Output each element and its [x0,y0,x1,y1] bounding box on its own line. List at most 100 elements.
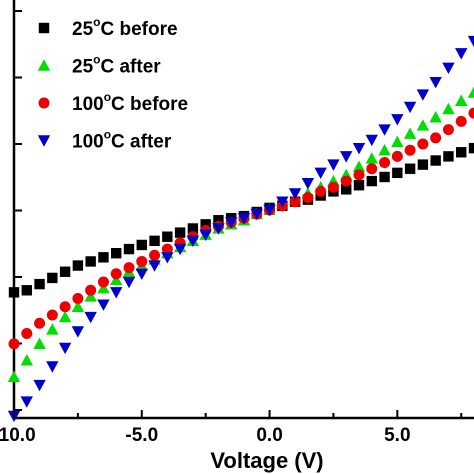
data-point [404,128,416,139]
data-point [110,287,122,298]
data-point [456,116,467,127]
data-point [367,176,377,186]
data-point [123,277,135,288]
data-point [468,36,474,47]
data-point [59,311,71,322]
legend-label: 25oC before [72,15,178,40]
data-point [455,95,467,106]
data-point [378,144,390,155]
data-point [379,157,390,168]
data-point [328,182,339,193]
data-point [354,169,365,180]
data-point [353,143,365,154]
data-point [469,108,474,119]
data-point [9,287,19,297]
data-point [98,277,109,288]
x-tick-label: -10.0 [0,425,36,446]
data-point [85,256,95,266]
data-point [354,180,364,190]
legend: 25oC before 25oC after 100oC before 100oC a… [38,15,188,153]
data-point [391,114,403,125]
legend-label: 25oC after [72,53,161,78]
x-tick-label: 5.0 [384,425,410,446]
data-point [429,111,441,122]
data-point [442,103,454,114]
data-point [417,139,428,150]
data-point [455,48,467,59]
data-point [85,285,96,296]
data-point [162,232,172,242]
data-point [468,86,474,97]
data-point [392,151,403,162]
data-point [148,260,160,271]
data-point [72,293,83,304]
data-point [59,343,71,354]
data-point [8,371,20,382]
data-point [149,250,160,261]
data-point [417,119,429,130]
data-point [33,380,45,391]
data-point [46,361,58,372]
data-point [341,176,352,187]
data-point [417,89,429,100]
data-point [136,269,148,280]
x-axis-ticks: -10.0 -5.0 0.0 5.0 [0,410,461,446]
data-point [366,135,378,146]
data-point [340,151,352,162]
data-point [314,168,326,179]
data-point [302,192,313,203]
data-point [327,159,339,170]
data-point [73,260,83,270]
legend-item: 100oC after [38,128,172,153]
data-point [302,178,314,189]
data-point [442,63,454,74]
data-point [315,186,326,197]
data-point [391,136,403,147]
data-point [443,124,454,135]
data-point [47,310,58,321]
data-point [430,132,441,143]
data-point [124,262,135,273]
data-point [98,252,108,262]
data-point [34,279,44,289]
legend-item: 25oC after [38,53,161,78]
data-point [60,301,71,312]
data-point [111,268,122,279]
data-point [47,273,57,283]
data-point [392,168,402,178]
data-point [33,338,45,349]
data-point [429,77,441,88]
x-tick-label: -5.0 [125,425,158,446]
data-point [46,323,58,334]
data-point [111,248,121,258]
data-point [366,152,378,163]
legend-label: 100oC after [72,128,172,153]
data-point [84,312,96,323]
data-point [136,256,147,267]
data-point [456,147,466,157]
legend-marker [38,135,50,146]
data-point [405,164,415,174]
data-point [149,236,159,246]
data-point [34,318,45,329]
legend-marker [39,23,49,33]
data-point [469,143,474,153]
data-point [21,396,33,407]
x-tick-label: 0.0 [256,425,282,446]
legend-marker [39,98,50,109]
data-point [443,151,453,161]
data-point [72,326,84,337]
data-point [137,240,147,250]
data-point [378,124,390,135]
data-point [404,102,416,113]
data-point [21,328,32,339]
data-point [21,354,33,365]
data-point [22,285,32,295]
x-axis-title: Voltage (V) [210,448,323,473]
data-point [418,159,428,169]
data-point [9,338,20,349]
legend-item: 25oC before [39,15,178,40]
data-point [60,267,70,277]
data-point [175,227,185,237]
